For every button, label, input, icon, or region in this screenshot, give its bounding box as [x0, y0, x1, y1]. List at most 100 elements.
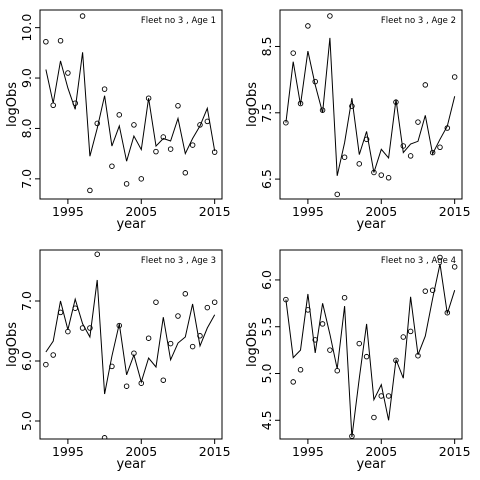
panel-3-observation-point: [116, 322, 123, 329]
panel-3-observation-point: [65, 328, 71, 335]
panel-1-y-axis-title: logObs: [5, 82, 20, 127]
panel-4-y-tick-label: 5.5: [259, 317, 274, 337]
panel-1-observation-point: [153, 148, 159, 155]
panel-3-y-axis-title: logObs: [5, 322, 20, 367]
panel-3-observation-point: [123, 383, 130, 389]
panel-3-observation-point: [189, 343, 196, 350]
panel-4-observation-point: [283, 296, 289, 303]
panel-2-observation-point: [312, 78, 318, 85]
panel-2-observation-point: [334, 191, 340, 198]
panel-1-observation-point: [43, 39, 49, 45]
panel-2-observation-point: [305, 23, 311, 29]
panel-1-data: [43, 13, 218, 194]
panel-1-observation-point: [109, 163, 115, 169]
panel-2-y-tick-label: 7.5: [259, 103, 274, 123]
panel-4-observation-point: [290, 379, 296, 385]
panel-3-observation-point: [94, 251, 100, 257]
panel-2-observation-point: [297, 100, 304, 107]
panel-4-x-axis-title: year: [356, 457, 386, 472]
panel-1-x-axis-title: year: [116, 217, 146, 232]
panel-3-observation-point: [153, 299, 159, 305]
panel-3-x-tick-label: 1995: [52, 444, 84, 459]
panel-2-x-tick-label: 2005: [365, 204, 397, 219]
panel-3-observation-point: [160, 377, 167, 383]
panel-4-y-tick-label: 6.0: [259, 270, 274, 290]
panel-1-observation-point: [204, 118, 211, 125]
panel-1-observation-point: [57, 37, 64, 44]
panel-1-observation-point: [94, 120, 100, 127]
panel-2-y-axis-title: logObs: [245, 82, 260, 127]
panel-2-observation-point: [400, 143, 407, 149]
panel-3-observation-point: [79, 325, 86, 331]
panel-3-observation-point: [145, 335, 152, 341]
panel-4-observation-point: [341, 294, 348, 301]
panel-4-observation-point: [363, 353, 370, 360]
panel-1-observation-point: [50, 102, 56, 109]
panel-3-observation-point: [197, 333, 203, 339]
panel-4-observation-point: [451, 264, 458, 270]
panel-1-observation-point: [189, 142, 196, 148]
panel-1-observation-point: [211, 149, 218, 155]
panel-4-observation-point: [356, 340, 363, 347]
panel-2-observation-point: [349, 103, 355, 109]
panel-4-observation-point: [319, 321, 326, 327]
panel-1-observation-point: [138, 176, 145, 182]
panel-4-y-tick-label: 4.5: [259, 410, 274, 430]
panel-2-observation-point: [437, 144, 443, 151]
panel-4-fitted-line: [285, 263, 456, 438]
panel-1-observation-point: [182, 170, 189, 176]
panel-1-observation-point: [131, 122, 137, 128]
panel-2-x-tick-label: 2015: [439, 204, 471, 219]
panel-2-observation-point: [327, 13, 333, 19]
panel-4-frame: [279, 249, 463, 440]
panel-2-observation-point: [378, 172, 385, 178]
panel-2-observation-point: [283, 119, 289, 126]
panel-2-observation-point: [444, 125, 451, 131]
panel-2-observation-point: [356, 161, 363, 167]
panel-4-observation-point: [385, 393, 392, 399]
panel-4-y-tick-label: 5.0: [259, 364, 274, 384]
panel-4-observation-point: [305, 307, 311, 313]
panel-3-observation-point: [87, 325, 93, 331]
panel-1-observation-point: [197, 122, 203, 128]
panel-1-x-tick-label: 1995: [52, 204, 84, 219]
panel-1-observation-point: [79, 13, 86, 19]
panel-3-observation-point: [204, 304, 211, 311]
panel-1-title: Fleet no 3 , Age 1: [141, 16, 216, 26]
panel-1-observation-point: [116, 112, 123, 118]
panel-4-observation-point: [444, 309, 451, 316]
panel-3-observation-point: [72, 305, 78, 311]
panel-4-observation-point: [371, 414, 377, 421]
panel-3-observation-point: [109, 363, 115, 370]
panel-3-observation-point: [211, 299, 218, 305]
panel-2-observation-point: [363, 136, 370, 143]
panel-1-x-tick-label: 2015: [199, 204, 231, 219]
panel-2-observation-point: [393, 99, 399, 105]
panel-1-y-tick-label: 9.0: [19, 68, 34, 88]
panel-2-fitted-line: [285, 37, 456, 176]
panel-4-x-tick-label: 1995: [292, 444, 324, 459]
panel-1-observation-point: [145, 95, 152, 101]
panel-4-observation-point: [297, 367, 304, 373]
panel-1-observation-point: [175, 103, 181, 109]
panel-3-fitted-line: [45, 279, 216, 395]
panel-3-data: [43, 251, 218, 439]
panel-2-observation-point: [451, 74, 458, 80]
panel-3-observation-point: [167, 340, 174, 347]
panel-3-observation-point: [43, 361, 49, 368]
panel-4-observation-point: [437, 254, 443, 261]
panel-4-observation-point: [312, 337, 318, 343]
panel-3-observation-point: [131, 350, 137, 356]
panel-4-observation-point: [327, 347, 333, 353]
panel-4-observation-point: [407, 328, 414, 335]
panel-1-y-tick-label: 8.0: [19, 118, 34, 138]
panel-1-observation-point: [72, 100, 78, 106]
panel-4: Fleet no 3 , Age 4 1995 2005 2015 4.5 5.0 5.5 6…: [245, 249, 471, 472]
panel-4-x-tick-label: 2005: [365, 444, 397, 459]
panel-2-observation-point: [319, 107, 326, 113]
panel-2: Fleet no 3 , Age 2 1995 2005 2015 6.5 7.5 8.5 y…: [245, 9, 471, 232]
panel-3-title: Fleet no 3 , Age 3: [141, 256, 216, 266]
panel-1-observation-point: [101, 86, 108, 92]
panel-3-observation-point: [57, 309, 64, 316]
